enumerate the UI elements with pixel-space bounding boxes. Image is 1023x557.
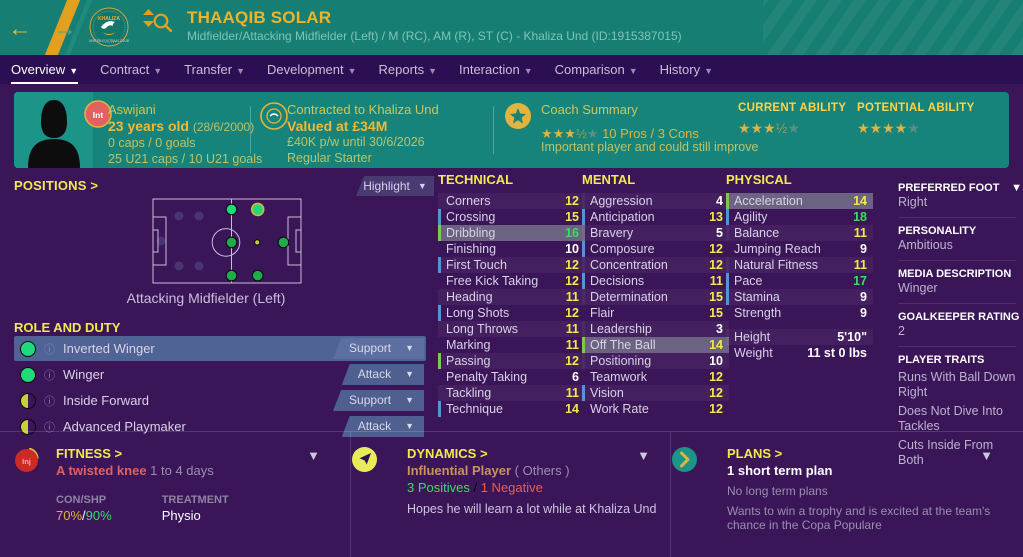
svg-text:Int: Int — [93, 110, 104, 120]
svg-text:UNITED FOOTBALL CLUB: UNITED FOOTBALL CLUB — [89, 39, 129, 43]
svg-text:Inj: Inj — [22, 457, 31, 466]
svg-text:KHALIZA: KHALIZA — [98, 16, 120, 22]
